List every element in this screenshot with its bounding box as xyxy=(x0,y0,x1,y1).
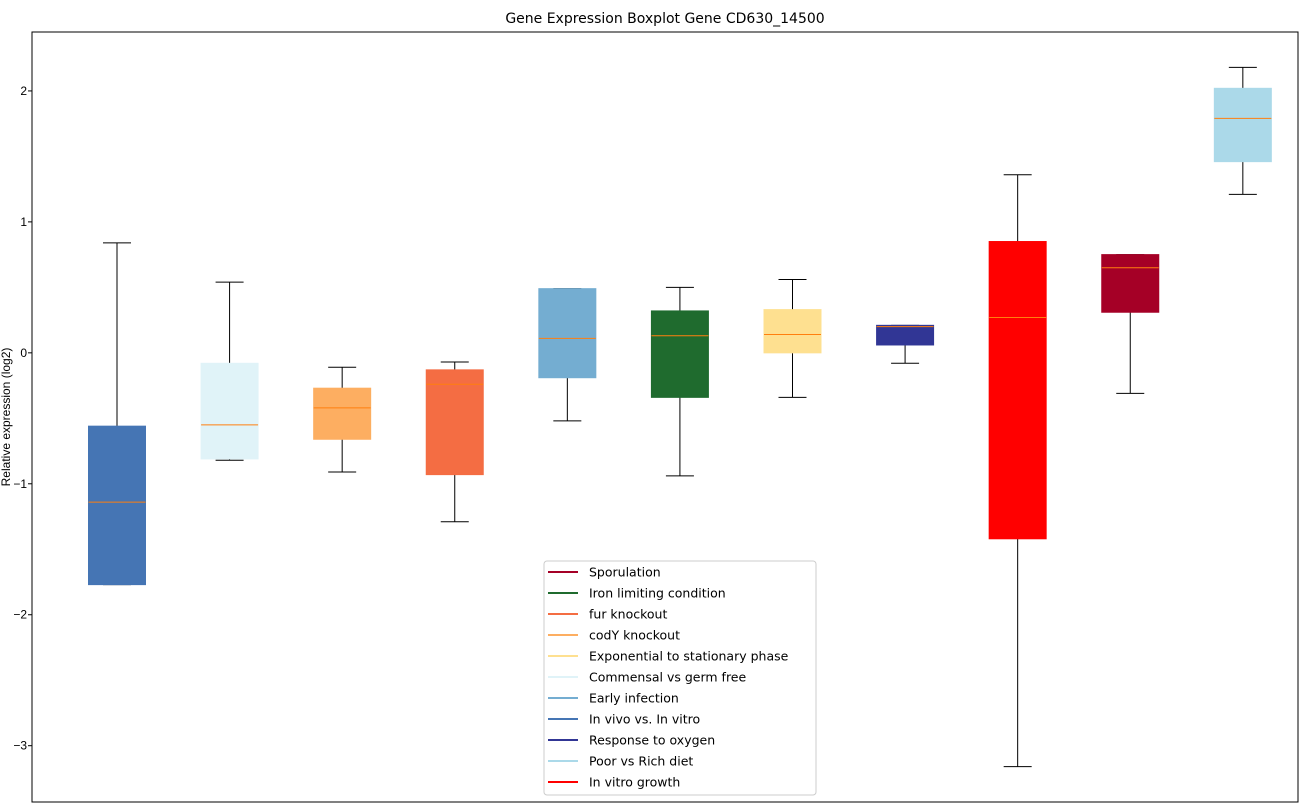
box-5 xyxy=(538,288,597,422)
y-tick-label: −3 xyxy=(13,739,27,753)
box-8 xyxy=(876,324,935,364)
box-9 xyxy=(988,174,1047,768)
box xyxy=(88,425,147,586)
y-tick-label: −1 xyxy=(13,477,27,491)
legend-label: fur knockout xyxy=(589,607,667,622)
box-3 xyxy=(313,366,372,473)
legend-label: Response to oxygen xyxy=(589,733,715,748)
legend-label: Commensal vs germ free xyxy=(589,670,746,685)
box xyxy=(313,387,372,440)
legend-label: Early infection xyxy=(589,691,679,706)
chart-title: Gene Expression Boxplot Gene CD630_14500 xyxy=(505,11,824,27)
box xyxy=(1101,254,1160,313)
box-11 xyxy=(1213,66,1272,195)
box xyxy=(988,241,1047,540)
y-axis-label: Relative expression (log2) xyxy=(0,348,13,487)
legend-label: Exponential to stationary phase xyxy=(589,649,789,664)
legend-label: Iron limiting condition xyxy=(589,586,726,601)
box xyxy=(650,310,709,398)
legend: Sporulation Iron limiting condition fur kn… xyxy=(543,560,817,796)
legend-label: codY knockout xyxy=(589,628,680,643)
y-tick-label: 0 xyxy=(20,346,27,360)
box-4 xyxy=(425,361,484,523)
box xyxy=(1213,87,1272,163)
y-tick-label: 2 xyxy=(20,84,27,98)
box xyxy=(425,369,484,476)
legend-label: Sporulation xyxy=(589,565,661,580)
box xyxy=(538,288,597,379)
box xyxy=(200,362,259,460)
plot-frame xyxy=(31,31,1299,803)
box-1 xyxy=(88,242,147,586)
y-tick-label: −2 xyxy=(13,608,27,622)
box-6 xyxy=(650,286,709,477)
box-7 xyxy=(763,279,822,398)
box-2 xyxy=(200,281,259,461)
box xyxy=(876,324,935,346)
y-tick-label: 1 xyxy=(20,215,27,229)
legend-label: Poor vs Rich diet xyxy=(589,754,693,769)
box xyxy=(763,309,822,354)
box-10 xyxy=(1101,254,1160,394)
legend-frame xyxy=(543,560,817,796)
legend-label: In vivo vs. In vitro xyxy=(589,712,700,727)
legend-label: In vitro growth xyxy=(589,775,680,790)
